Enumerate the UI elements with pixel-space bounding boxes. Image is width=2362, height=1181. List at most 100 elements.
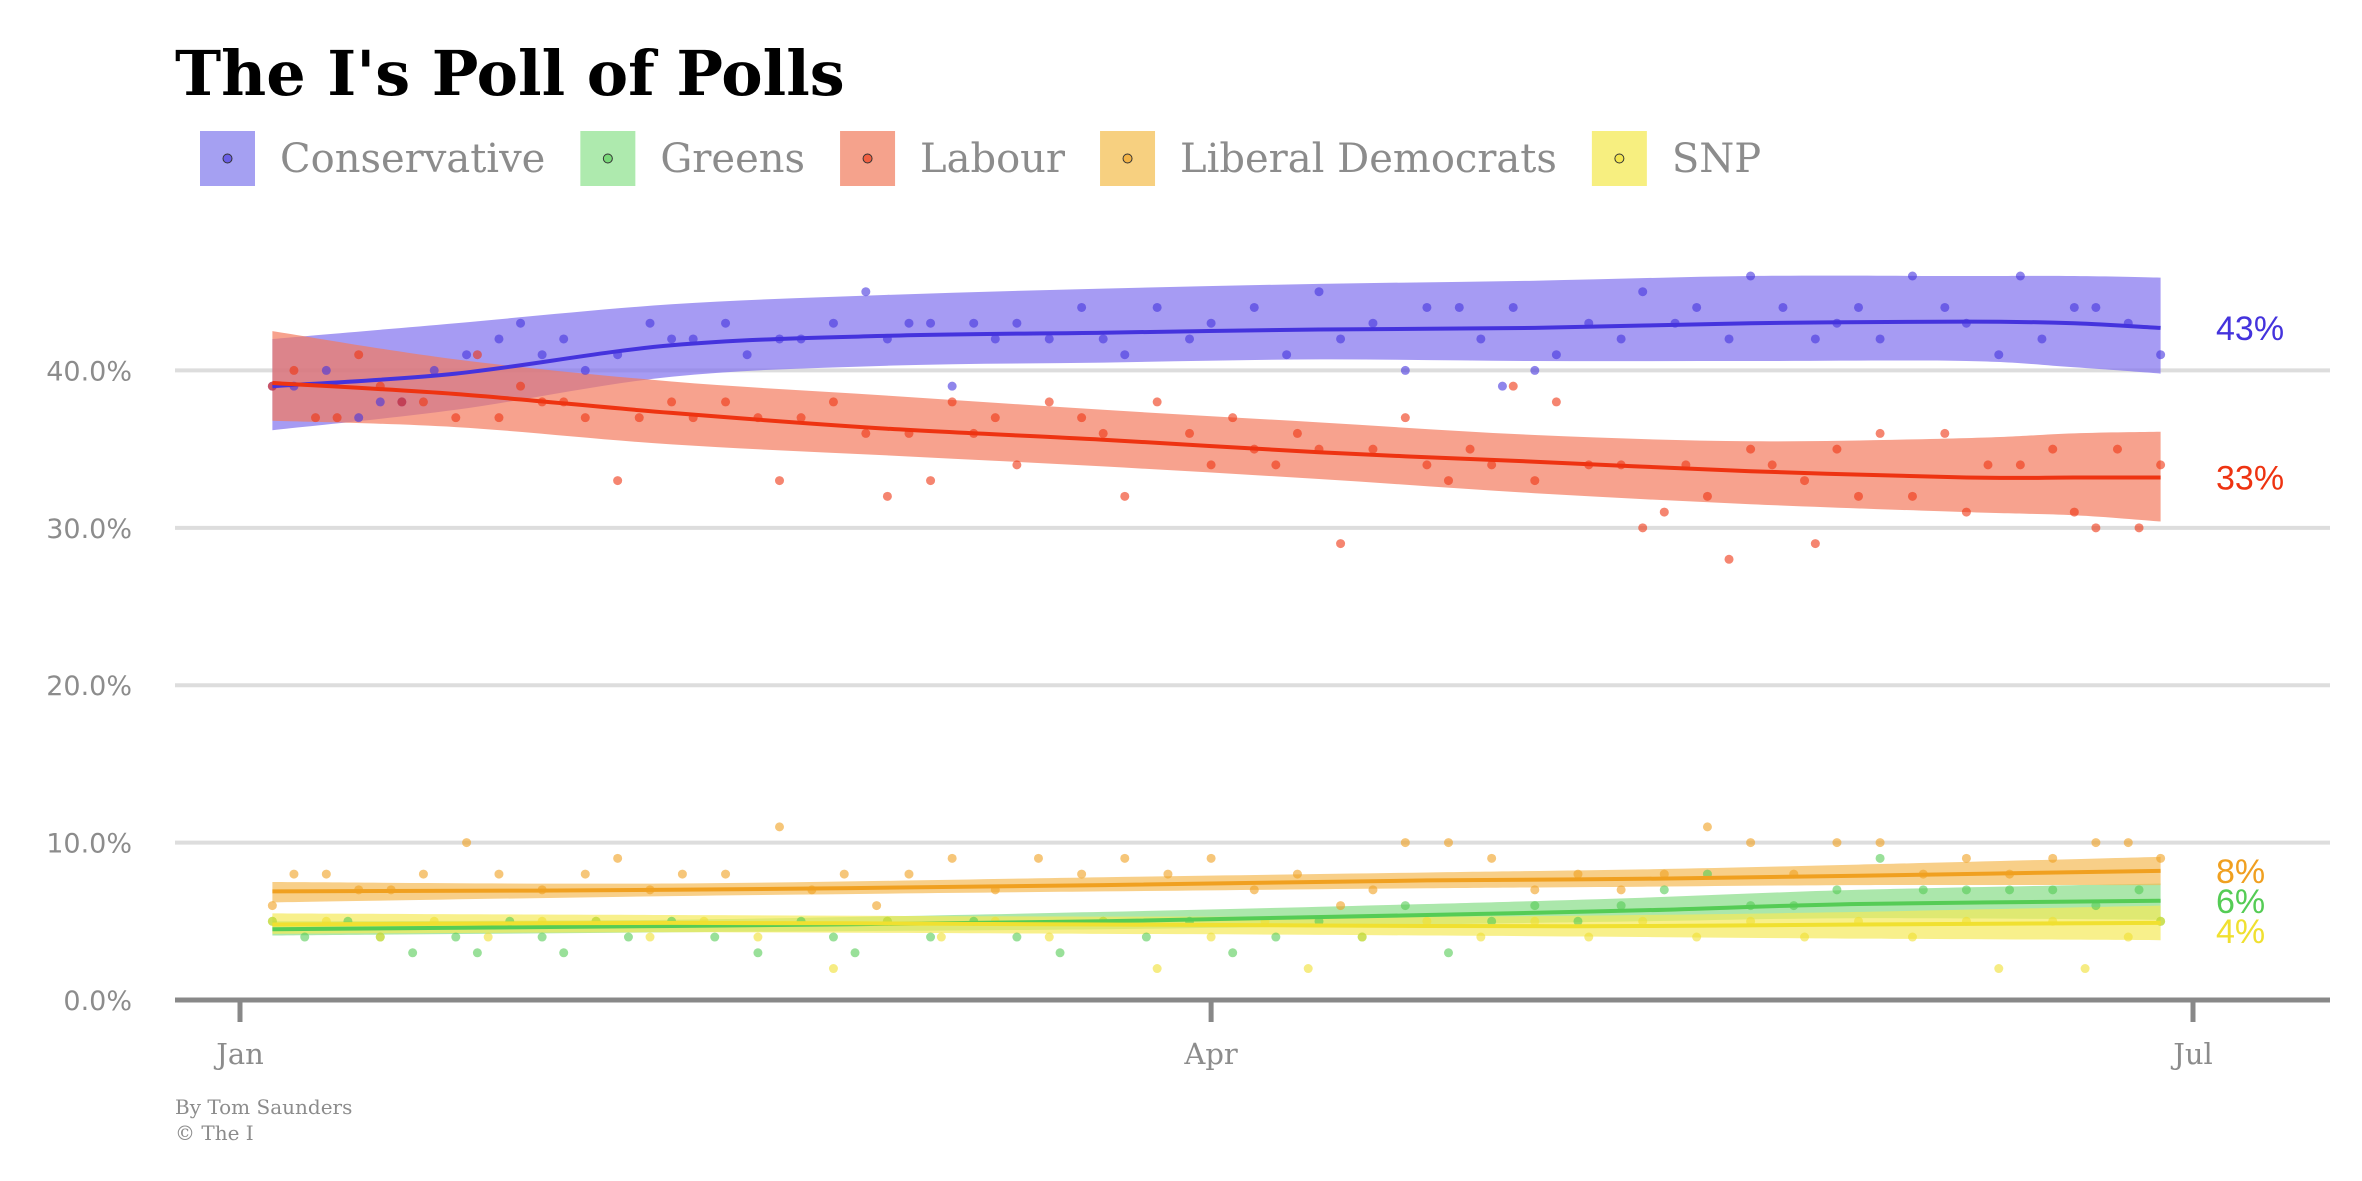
- legend-label: Conservative: [280, 136, 545, 182]
- point-snp: [753, 932, 763, 942]
- point-labour: [1551, 397, 1561, 407]
- point-greens: [926, 932, 936, 942]
- point-labour: [1098, 428, 1108, 438]
- legend-swatch-dot: [602, 153, 613, 164]
- point-greens: [1875, 853, 1885, 863]
- y-tick-label: 30.0%: [46, 514, 132, 545]
- point-conservative: [1044, 334, 1054, 344]
- legend-item-snp: SNP: [1591, 131, 1761, 186]
- point-labour: [2091, 523, 2101, 533]
- point-liberal-democrats: [321, 869, 331, 879]
- point-labour: [1907, 491, 1917, 501]
- point-snp: [645, 932, 655, 942]
- point-liberal-democrats: [580, 869, 590, 879]
- point-labour: [634, 413, 644, 423]
- point-liberal-democrats: [1336, 901, 1346, 911]
- point-conservative: [2037, 334, 2047, 344]
- point-labour: [1983, 460, 1993, 470]
- point-snp: [828, 964, 838, 974]
- point-conservative: [904, 318, 914, 328]
- legend-label: Liberal Democrats: [1180, 136, 1557, 182]
- point-conservative: [861, 287, 871, 297]
- point-labour: [2156, 460, 2166, 470]
- point-snp: [2080, 964, 2090, 974]
- point-conservative: [828, 318, 838, 328]
- point-labour: [2015, 460, 2025, 470]
- point-liberal-democrats: [839, 869, 849, 879]
- point-snp: [1692, 932, 1702, 942]
- point-conservative: [1508, 302, 1518, 312]
- credit-author: By Tom Saunders: [175, 1095, 352, 1119]
- point-labour: [1422, 460, 1432, 470]
- point-conservative: [1810, 334, 1820, 344]
- point-snp: [1152, 964, 1162, 974]
- point-conservative: [559, 334, 569, 344]
- point-snp: [1638, 916, 1648, 926]
- point-liberal-democrats: [1368, 885, 1378, 895]
- point-conservative: [580, 365, 590, 375]
- legend-item-liberal-democrats: Liberal Democrats: [1100, 131, 1557, 186]
- point-greens: [1141, 932, 1151, 942]
- x-tick-label: Apr: [1183, 1037, 1238, 1071]
- x-tick-label: Jul: [2170, 1037, 2213, 1071]
- point-greens: [451, 932, 461, 942]
- y-tick-label: 0.0%: [63, 986, 132, 1017]
- legend-item-conservative: Conservative: [200, 131, 545, 186]
- point-labour: [828, 397, 838, 407]
- point-labour: [1443, 476, 1453, 486]
- point-conservative: [667, 334, 677, 344]
- point-liberal-democrats: [1033, 853, 1043, 863]
- legend-item-labour: Labour: [840, 131, 1066, 186]
- point-labour: [1465, 444, 1475, 454]
- point-conservative: [537, 350, 547, 360]
- point-greens: [559, 948, 569, 958]
- point-conservative: [1422, 302, 1432, 312]
- point-conservative: [354, 413, 364, 423]
- point-labour: [1508, 381, 1518, 391]
- point-liberal-democrats: [267, 901, 277, 911]
- point-conservative: [1454, 302, 1464, 312]
- end-label-snp: 4%: [2216, 913, 2265, 951]
- point-liberal-democrats: [1530, 885, 1540, 895]
- point-greens: [1271, 932, 1281, 942]
- point-conservative: [1854, 302, 1864, 312]
- point-liberal-democrats: [1163, 869, 1173, 879]
- point-liberal-democrats: [775, 822, 785, 832]
- point-conservative: [429, 365, 439, 375]
- point-conservative: [1336, 334, 1346, 344]
- point-greens: [2134, 885, 2144, 895]
- point-conservative: [1724, 334, 1734, 344]
- point-snp: [483, 932, 493, 942]
- point-labour: [1659, 507, 1669, 517]
- point-labour: [613, 476, 623, 486]
- point-greens: [1832, 885, 1842, 895]
- point-conservative: [2156, 350, 2166, 360]
- point-labour: [2112, 444, 2122, 454]
- point-conservative: [1012, 318, 1022, 328]
- point-labour: [882, 491, 892, 501]
- band-snp: [272, 905, 2161, 941]
- point-conservative: [1476, 334, 1486, 344]
- point-greens: [753, 948, 763, 958]
- end-labels: 43% 33% 8%6%4%: [2216, 310, 2284, 951]
- point-conservative: [1249, 302, 1259, 312]
- point-labour: [1854, 491, 1864, 501]
- point-labour: [1800, 476, 1810, 486]
- point-greens: [623, 932, 633, 942]
- point-labour: [721, 397, 731, 407]
- point-greens: [1012, 932, 1022, 942]
- point-snp: [1907, 932, 1917, 942]
- point-greens: [1530, 901, 1540, 911]
- point-labour: [1185, 428, 1195, 438]
- point-conservative: [1746, 271, 1756, 281]
- chart-title: The I's Poll of Polls: [175, 37, 845, 110]
- point-labour: [1206, 460, 1216, 470]
- point-labour: [332, 413, 342, 423]
- point-greens: [1616, 901, 1626, 911]
- point-conservative: [969, 318, 979, 328]
- point-liberal-democrats: [1961, 853, 1971, 863]
- point-snp: [1800, 932, 1810, 942]
- point-conservative: [1940, 302, 1950, 312]
- point-liberal-democrats: [289, 869, 299, 879]
- point-conservative: [688, 334, 698, 344]
